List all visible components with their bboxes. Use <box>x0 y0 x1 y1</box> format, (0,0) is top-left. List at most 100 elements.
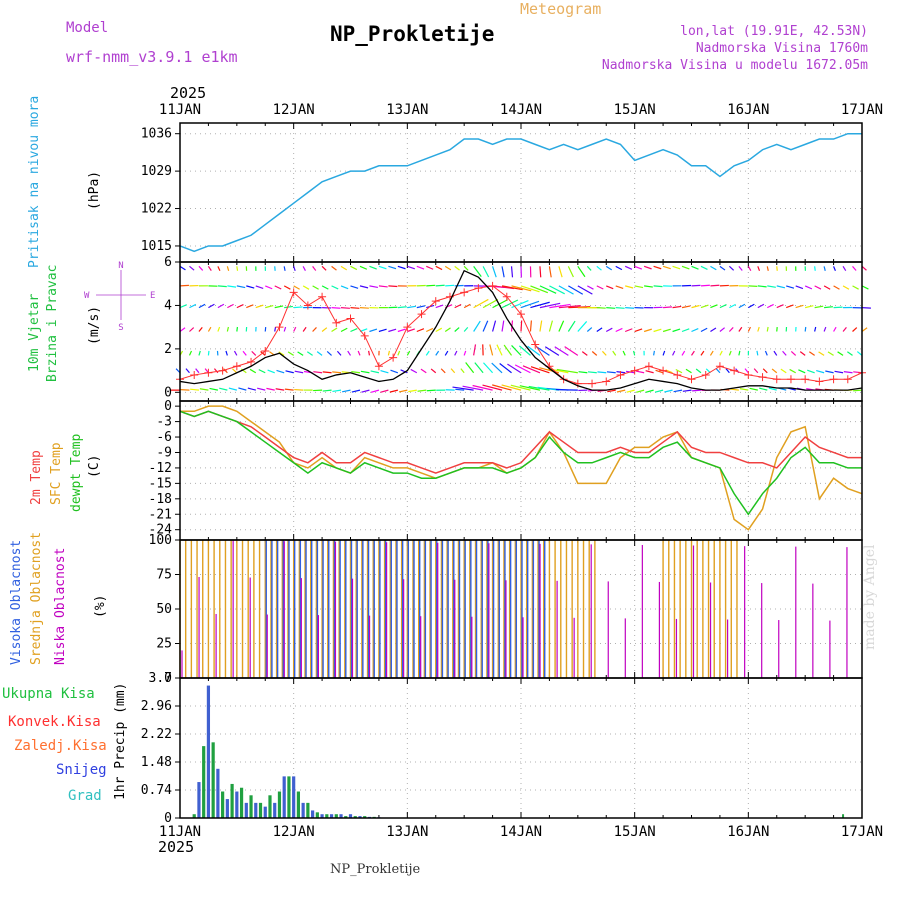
wind-arrow <box>607 389 616 393</box>
wind-arrow <box>719 303 727 309</box>
wind-arrow <box>460 368 465 374</box>
wind-gust-marker <box>374 362 383 371</box>
wind-arrow <box>232 368 238 374</box>
wind-arrow <box>426 389 436 392</box>
wind-arrow <box>236 266 239 271</box>
wind-arrow <box>577 285 593 295</box>
wind-arrow <box>417 389 427 392</box>
precip-bar <box>221 791 225 818</box>
wind-arrow <box>426 265 434 270</box>
precip-bar <box>358 816 362 818</box>
wind-arrow <box>587 285 594 290</box>
wind-arrow <box>340 307 350 309</box>
wind-arrow <box>776 304 784 309</box>
wind-arrow <box>208 303 215 309</box>
wind-arrow <box>710 327 717 333</box>
wind-arrow <box>634 265 643 270</box>
wind-arrow <box>454 327 460 332</box>
wind-arrow <box>501 320 505 332</box>
y-tick-label: 2.96 <box>141 699 172 714</box>
wind-arrow <box>482 320 489 332</box>
wind-arrow <box>632 350 636 356</box>
wind-gust-marker <box>247 357 256 366</box>
wind-arrow <box>782 350 787 356</box>
precip-bar <box>239 787 244 818</box>
wind-arrow <box>823 285 831 290</box>
cloud-unit-label: (%) <box>93 595 108 618</box>
wind-gust-marker <box>261 347 270 356</box>
wind-arrow <box>257 387 266 391</box>
precip-bar <box>292 776 296 818</box>
wind-arrow <box>359 265 368 270</box>
wind-arrow <box>293 306 303 309</box>
wind-gust-line <box>179 285 863 385</box>
wind-arrow <box>814 266 816 271</box>
wind-gust-marker <box>687 375 696 384</box>
precip-unit-label: 1hr Precip (mm) <box>113 683 128 800</box>
wind-arrow <box>321 285 329 290</box>
year-label-top: 2025 <box>170 84 207 102</box>
wind-arrow <box>420 368 427 374</box>
wind-arrow <box>204 368 209 374</box>
wind-arrow <box>672 305 682 309</box>
precip-bar <box>277 791 282 818</box>
precip-legend-item: Grad <box>68 788 102 804</box>
wind-arrow <box>681 328 690 333</box>
cloud-ylabel-c: Niska Oblacnost <box>53 548 68 665</box>
precip-bar <box>211 742 215 818</box>
temp-ylabel-b: SFC Temp <box>49 442 64 505</box>
wind-arrow <box>528 385 550 391</box>
y-tick-label: -21 <box>149 507 172 522</box>
wind-gust-marker <box>659 366 668 375</box>
wind-arrow <box>719 265 726 271</box>
wind-arrow <box>837 351 844 356</box>
wind-arrow <box>359 285 369 289</box>
wind-arrow <box>359 307 369 309</box>
wind-arrow <box>190 388 200 391</box>
wind-arrow <box>643 328 652 333</box>
wind-gust-marker <box>602 377 611 386</box>
precip-bar <box>315 812 319 818</box>
wind-arrow <box>322 389 332 392</box>
wind-arrow <box>662 328 671 333</box>
wind-arrow <box>351 370 361 374</box>
wind-arrow <box>738 350 741 356</box>
y-tick-label: -24 <box>149 523 173 538</box>
wind-arrow <box>681 305 691 309</box>
wind-arrow <box>672 328 681 333</box>
wind-arrow <box>408 389 417 393</box>
wind-arrow <box>416 328 425 333</box>
wind-arrow <box>228 387 237 391</box>
precip-bar <box>353 816 357 818</box>
wind-arrow <box>529 320 532 332</box>
wind-arrow <box>790 351 797 356</box>
wind-arrow <box>331 285 339 290</box>
wind-arrow <box>283 326 287 332</box>
wind-arrow <box>198 350 201 356</box>
wind-arrow <box>369 265 377 270</box>
model-elevation-text: Nadmorska Visina u modelu 1672.05m <box>601 58 868 73</box>
wind-arrow <box>739 388 749 391</box>
wind-arrow <box>492 299 508 309</box>
wind-arrow <box>416 265 425 270</box>
wind-ylabel-b: Brzina i Pravac <box>45 265 60 382</box>
wind-arrow <box>473 344 477 356</box>
wind-gust-marker <box>843 375 852 384</box>
precip-bar <box>254 802 258 818</box>
wind-arrow <box>454 265 460 271</box>
wind-arrow <box>265 285 273 290</box>
x-tick-label-bottom: 12JAN <box>273 824 315 840</box>
precip-bar <box>348 814 353 818</box>
wind-arrow <box>455 388 465 391</box>
wind-arrow <box>416 305 426 309</box>
precip-bar <box>225 799 229 818</box>
wind-arrow <box>861 327 868 332</box>
wind-arrow <box>786 285 795 289</box>
x-tick-label-bottom: 13JAN <box>386 824 428 840</box>
wind-gust-marker <box>332 318 341 327</box>
y-tick-label: 1.48 <box>141 755 172 770</box>
wind-arrow <box>483 362 494 374</box>
wind-arrow <box>744 368 749 374</box>
wind-arrow <box>527 345 541 356</box>
